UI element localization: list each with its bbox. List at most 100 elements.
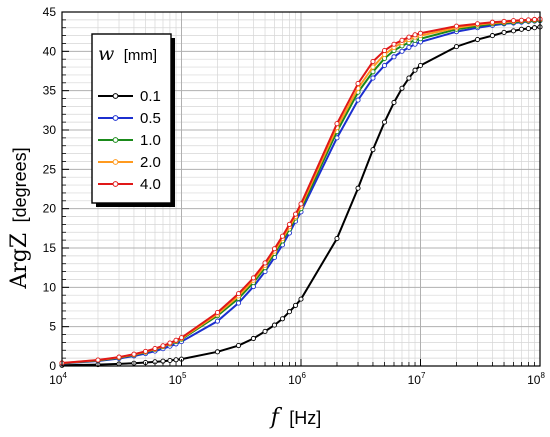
- x-axis-title: f [Hz]: [269, 405, 322, 430]
- data-point: [334, 236, 340, 242]
- legend: w [mm] 0.1 0.5 1.0 2.0 4.0: [91, 33, 175, 207]
- data-point: [292, 211, 299, 217]
- data-point: [152, 345, 158, 352]
- legend-swatch-marker: [112, 181, 119, 187]
- x-tick-label: 108: [527, 371, 545, 387]
- data-point: [292, 302, 299, 308]
- legend-swatch-marker: [112, 137, 119, 143]
- data-point: [214, 309, 221, 316]
- y-tick-label: 35: [43, 84, 57, 98]
- data-point: [531, 16, 538, 23]
- data-point: [167, 340, 173, 346]
- data-point: [355, 185, 361, 191]
- y-tick-label: 15: [43, 241, 57, 255]
- data-point: [355, 81, 361, 87]
- legend-swatch-marker: [112, 93, 119, 99]
- data-point: [531, 25, 538, 31]
- y-tick-label: 40: [43, 44, 57, 58]
- legend-entries: 0.1 0.5 1.0 2.0 4.0: [98, 88, 161, 193]
- data-point: [142, 348, 149, 354]
- legend-entry: 4.0: [98, 176, 161, 193]
- data-point: [406, 44, 412, 50]
- data-point: [262, 328, 268, 334]
- y-axis-title: ArgZ [degrees]: [7, 147, 32, 289]
- data-point: [250, 275, 256, 281]
- data-point: [399, 37, 405, 43]
- data-point: [370, 59, 376, 65]
- data-point: [474, 21, 481, 27]
- data-point: [489, 33, 495, 39]
- data-point: [399, 48, 405, 54]
- data-point: [214, 318, 221, 324]
- data-point: [116, 354, 122, 360]
- y-tick-label: 45: [43, 5, 57, 19]
- data-point: [510, 18, 517, 24]
- legend-entry: 2.0: [98, 154, 161, 171]
- data-point: [525, 25, 531, 32]
- legend-label: 1.0: [140, 132, 161, 149]
- data-point: [298, 296, 304, 302]
- data-point: [370, 75, 376, 81]
- data-point: [95, 357, 101, 363]
- x-tick-labels: 104 105 106 107 108: [49, 371, 545, 387]
- data-point: [381, 119, 388, 125]
- data-point: [235, 291, 242, 297]
- data-point: [250, 335, 256, 342]
- series-4.0: [59, 16, 543, 366]
- data-point: [370, 147, 376, 153]
- data-point: [235, 300, 242, 306]
- data-point: [518, 17, 525, 23]
- legend-label: 0.1: [140, 88, 161, 105]
- data-point: [501, 18, 507, 24]
- legend-label: 4.0: [140, 176, 161, 193]
- data-point: [406, 75, 412, 81]
- data-point: [286, 309, 292, 315]
- legend-title-unit: [mm]: [124, 47, 157, 64]
- data-point: [399, 85, 405, 91]
- data-point: [160, 343, 166, 349]
- data-point: [355, 97, 361, 103]
- data-point: [453, 23, 460, 29]
- series-0.1: [59, 24, 543, 368]
- legend-label: 2.0: [140, 154, 161, 171]
- data-point: [510, 28, 517, 34]
- y-axis-unit: [degrees]: [10, 147, 30, 222]
- data-point: [173, 357, 179, 363]
- x-tick-label: 104: [49, 371, 67, 387]
- data-point: [271, 246, 278, 252]
- x-axis-unit: [Hz]: [289, 408, 321, 428]
- legend-swatch-marker: [112, 159, 119, 165]
- data-point: [417, 30, 424, 36]
- y-tick-label: 5: [49, 320, 56, 334]
- data-point: [406, 34, 412, 40]
- data-point: [370, 64, 376, 70]
- y-tick-labels: 0 5 10 15 20 25 30 35 40 45: [43, 5, 57, 373]
- x-tick-label: 107: [408, 371, 426, 387]
- data-point: [235, 342, 242, 349]
- y-tick-label: 30: [43, 123, 57, 137]
- y-tick-label: 20: [43, 202, 57, 216]
- data-point: [279, 233, 286, 239]
- data-point: [391, 99, 397, 106]
- y-tick-label: 25: [43, 162, 57, 176]
- legend-title: w [mm]: [98, 43, 157, 65]
- x-tick-label: 106: [288, 371, 306, 387]
- data-point: [474, 36, 481, 43]
- data-point: [518, 26, 525, 32]
- data-point: [381, 47, 388, 54]
- legend-swatch-marker: [112, 115, 119, 121]
- data-point: [391, 54, 397, 60]
- data-point: [286, 221, 292, 227]
- data-point: [417, 62, 424, 69]
- legend-entry: 0.5: [98, 110, 161, 127]
- legend-entry: 0.1: [98, 88, 161, 105]
- data-point: [412, 32, 418, 38]
- data-point: [298, 201, 304, 207]
- series-layer: [59, 16, 543, 368]
- data-point: [271, 322, 278, 328]
- data-point: [178, 335, 185, 341]
- ticks-layer: [61, 11, 541, 367]
- data-point: [381, 62, 388, 69]
- data-point: [453, 44, 460, 50]
